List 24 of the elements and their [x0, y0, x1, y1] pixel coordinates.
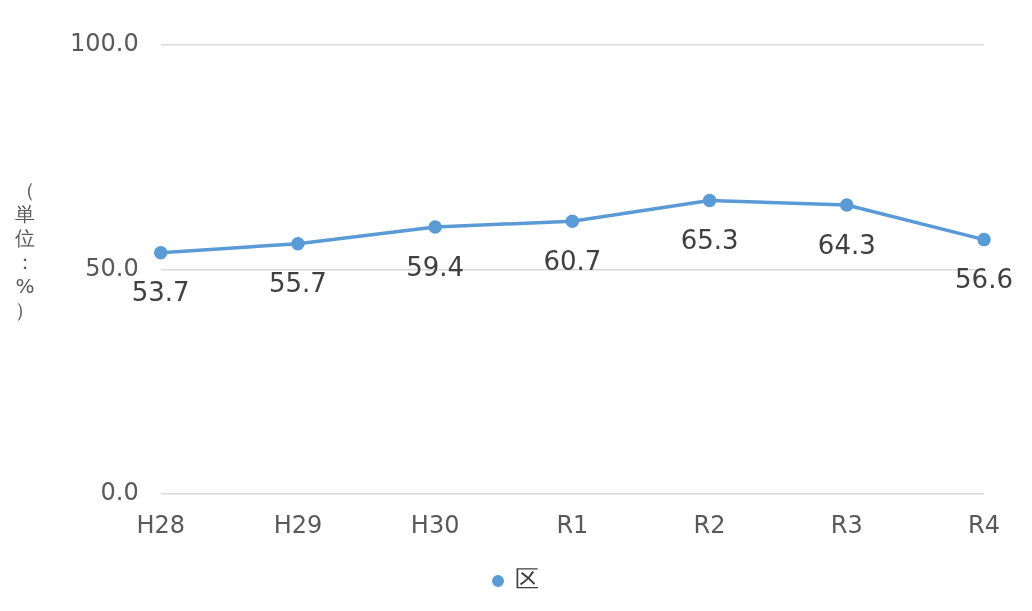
- x-tick-label: H29: [273, 510, 323, 539]
- x-tick-label: R1: [556, 510, 589, 539]
- x-tick-label: R4: [968, 510, 1000, 539]
- point: [428, 220, 442, 234]
- data-label: 64.3: [817, 229, 876, 260]
- x-tick-label: H28: [136, 510, 185, 539]
- y-axis-title: （単位：%）: [14, 178, 36, 322]
- point: [565, 214, 580, 228]
- data-label: 56.6: [955, 264, 1013, 295]
- x-tick-label: H30: [410, 510, 460, 539]
- data-label: 55.7: [268, 268, 327, 299]
- x-tick-label: R2: [693, 510, 726, 539]
- data-label: 59.4: [406, 251, 465, 282]
- point: [153, 245, 168, 260]
- x-tick-label: R3: [830, 510, 863, 539]
- point: [291, 236, 305, 251]
- y-tick-label: 100.0: [69, 28, 139, 57]
- point: [977, 232, 991, 247]
- point: [702, 193, 717, 208]
- legend-label: 区: [515, 565, 539, 594]
- y-tick-label: 0.0: [100, 478, 139, 507]
- data-label: 60.7: [543, 245, 602, 276]
- data-label: 65.3: [680, 225, 739, 256]
- point: [840, 198, 854, 212]
